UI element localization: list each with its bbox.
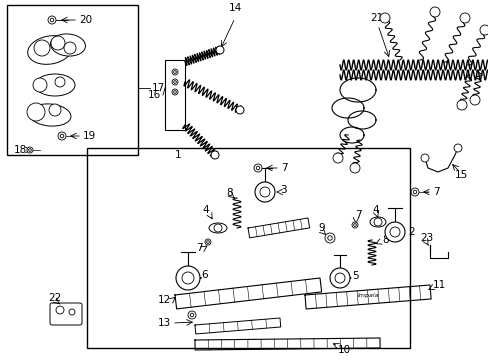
Circle shape <box>34 40 50 56</box>
Circle shape <box>254 182 274 202</box>
Circle shape <box>50 18 54 22</box>
Bar <box>87 148 409 348</box>
Circle shape <box>429 7 439 17</box>
Text: 13: 13 <box>158 318 171 328</box>
Ellipse shape <box>208 223 226 233</box>
Circle shape <box>27 103 45 121</box>
Text: 1: 1 <box>175 150 181 160</box>
Circle shape <box>49 104 61 116</box>
Circle shape <box>216 46 224 54</box>
Circle shape <box>373 218 381 226</box>
Circle shape <box>384 222 404 242</box>
Circle shape <box>190 313 193 317</box>
Circle shape <box>412 190 416 194</box>
Text: 18: 18 <box>14 145 27 155</box>
Circle shape <box>236 106 244 114</box>
Circle shape <box>204 239 210 245</box>
Bar <box>7 5 138 155</box>
Circle shape <box>58 132 66 140</box>
Circle shape <box>469 95 479 105</box>
Text: 7: 7 <box>432 187 439 197</box>
Text: 22: 22 <box>48 293 61 303</box>
Text: 11: 11 <box>432 280 446 290</box>
Circle shape <box>173 91 176 93</box>
Text: 19: 19 <box>83 131 96 141</box>
Circle shape <box>176 266 200 290</box>
Circle shape <box>459 13 469 23</box>
Circle shape <box>64 42 76 54</box>
Text: 3: 3 <box>280 185 286 195</box>
Text: 10: 10 <box>337 345 350 355</box>
Ellipse shape <box>50 34 85 56</box>
Circle shape <box>206 240 209 243</box>
Text: 20: 20 <box>79 15 92 25</box>
Circle shape <box>51 36 65 50</box>
Text: 7: 7 <box>354 210 361 220</box>
Text: 14: 14 <box>228 3 241 13</box>
Circle shape <box>173 81 176 84</box>
Circle shape <box>260 187 269 197</box>
Circle shape <box>256 166 259 170</box>
Circle shape <box>27 147 33 153</box>
Circle shape <box>182 272 194 284</box>
Text: Impala: Impala <box>357 292 379 297</box>
Circle shape <box>456 100 466 110</box>
Text: 8: 8 <box>225 188 232 198</box>
Circle shape <box>332 153 342 163</box>
Circle shape <box>420 154 428 162</box>
Text: 7: 7 <box>196 243 202 253</box>
Circle shape <box>349 163 359 173</box>
Circle shape <box>453 144 461 152</box>
Circle shape <box>214 224 222 232</box>
Text: 7: 7 <box>281 163 287 173</box>
Text: 8: 8 <box>381 235 388 245</box>
Circle shape <box>29 149 31 151</box>
Circle shape <box>353 224 356 226</box>
Circle shape <box>253 164 262 172</box>
Circle shape <box>187 311 196 319</box>
Circle shape <box>55 77 65 87</box>
Circle shape <box>329 268 349 288</box>
Bar <box>164 60 184 130</box>
Circle shape <box>56 306 64 314</box>
Text: 16: 16 <box>148 90 161 100</box>
Text: 4: 4 <box>371 205 378 215</box>
Circle shape <box>33 78 47 92</box>
Ellipse shape <box>28 36 72 64</box>
Circle shape <box>325 233 334 243</box>
Circle shape <box>172 79 178 85</box>
Text: 2: 2 <box>407 227 414 237</box>
Circle shape <box>210 151 219 159</box>
Text: 15: 15 <box>454 170 468 180</box>
Circle shape <box>172 69 178 75</box>
Circle shape <box>60 134 63 138</box>
Circle shape <box>48 16 56 24</box>
Text: 9: 9 <box>317 223 324 233</box>
Text: 4: 4 <box>202 205 208 215</box>
Ellipse shape <box>35 74 75 96</box>
Circle shape <box>479 25 488 35</box>
Text: 5: 5 <box>351 271 358 281</box>
Text: 23: 23 <box>419 233 432 243</box>
Circle shape <box>410 188 418 196</box>
Text: 6: 6 <box>201 270 207 280</box>
Text: 12: 12 <box>158 295 171 305</box>
Circle shape <box>327 236 331 240</box>
Text: 17: 17 <box>152 83 165 93</box>
Circle shape <box>172 89 178 95</box>
Circle shape <box>334 273 345 283</box>
Circle shape <box>173 71 176 73</box>
Text: 21: 21 <box>369 13 383 23</box>
Ellipse shape <box>29 104 71 126</box>
FancyBboxPatch shape <box>50 303 82 325</box>
Circle shape <box>69 309 75 315</box>
Circle shape <box>351 222 357 228</box>
Ellipse shape <box>369 217 385 227</box>
Circle shape <box>389 227 399 237</box>
Circle shape <box>379 13 389 23</box>
